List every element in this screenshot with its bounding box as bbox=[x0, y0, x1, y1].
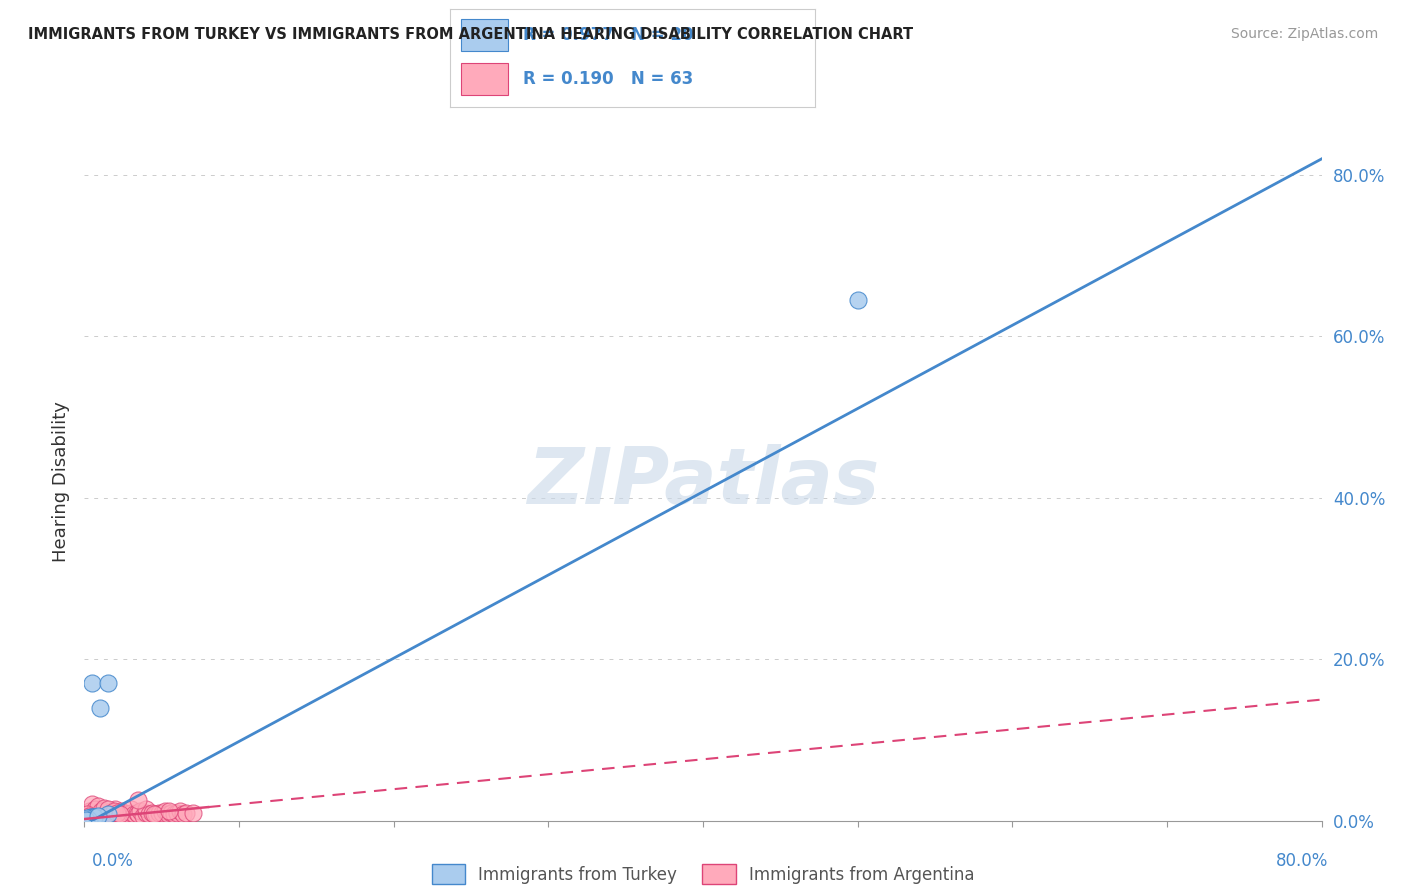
Point bbox=[87, 809, 110, 823]
Point bbox=[135, 805, 157, 820]
Point bbox=[76, 807, 98, 822]
Point bbox=[93, 804, 115, 818]
Point bbox=[120, 805, 142, 820]
Point bbox=[82, 807, 104, 822]
Point bbox=[86, 811, 108, 825]
Point bbox=[108, 807, 131, 822]
Point bbox=[93, 801, 115, 815]
Point bbox=[76, 811, 98, 825]
Point bbox=[86, 808, 108, 822]
Point bbox=[176, 805, 198, 820]
Point bbox=[73, 814, 96, 828]
Text: ZIPatlas: ZIPatlas bbox=[527, 443, 879, 520]
Point bbox=[141, 805, 163, 820]
Point bbox=[76, 811, 98, 825]
Point bbox=[96, 802, 118, 816]
Point bbox=[94, 809, 117, 823]
Point bbox=[846, 293, 869, 307]
Point bbox=[101, 804, 124, 818]
Point bbox=[138, 807, 160, 822]
Text: 80.0%: 80.0% bbox=[1277, 852, 1329, 870]
Point bbox=[150, 805, 173, 820]
Bar bbox=[461, 62, 509, 95]
Point bbox=[159, 804, 180, 818]
Point bbox=[77, 813, 100, 827]
Point bbox=[89, 700, 111, 714]
Point bbox=[166, 805, 188, 820]
Point bbox=[169, 804, 191, 818]
Point bbox=[96, 807, 118, 822]
Text: Source: ZipAtlas.com: Source: ZipAtlas.com bbox=[1230, 27, 1378, 41]
Point bbox=[117, 807, 139, 822]
Bar bbox=[461, 19, 509, 51]
Point bbox=[103, 804, 125, 818]
Point bbox=[135, 801, 157, 815]
Point bbox=[112, 805, 135, 820]
Point bbox=[114, 809, 136, 823]
Point bbox=[77, 804, 100, 818]
Point bbox=[77, 809, 100, 823]
Point bbox=[120, 801, 142, 815]
Point bbox=[127, 807, 149, 822]
Point bbox=[96, 805, 118, 820]
Point bbox=[79, 812, 101, 826]
Point bbox=[87, 799, 110, 814]
Point bbox=[73, 814, 96, 828]
Point bbox=[75, 813, 97, 827]
Point bbox=[122, 807, 145, 822]
Point bbox=[83, 810, 105, 824]
Point bbox=[89, 809, 111, 823]
Text: R = 0.190   N = 63: R = 0.190 N = 63 bbox=[523, 70, 693, 88]
Text: IMMIGRANTS FROM TURKEY VS IMMIGRANTS FROM ARGENTINA HEARING DISABILITY CORRELATI: IMMIGRANTS FROM TURKEY VS IMMIGRANTS FRO… bbox=[28, 27, 914, 42]
Point bbox=[104, 801, 127, 815]
Point bbox=[82, 676, 104, 690]
Point bbox=[104, 805, 127, 820]
Point bbox=[83, 805, 105, 820]
Point bbox=[77, 813, 100, 827]
Point bbox=[160, 805, 183, 820]
Point bbox=[79, 810, 101, 824]
Point bbox=[84, 809, 107, 823]
Point bbox=[84, 801, 107, 815]
Point bbox=[77, 811, 100, 825]
Point bbox=[127, 793, 149, 807]
Point bbox=[82, 811, 104, 825]
Point bbox=[153, 804, 176, 818]
Point bbox=[89, 801, 111, 815]
Point bbox=[98, 807, 121, 822]
Point bbox=[100, 805, 122, 820]
Point bbox=[82, 809, 104, 823]
Point bbox=[105, 805, 128, 820]
Point bbox=[148, 805, 170, 820]
Point bbox=[181, 805, 204, 820]
Point bbox=[84, 809, 107, 823]
Point bbox=[132, 809, 155, 823]
Y-axis label: Hearing Disability: Hearing Disability bbox=[52, 401, 70, 562]
Point bbox=[145, 807, 167, 822]
Text: R = 0.977   N = 20: R = 0.977 N = 20 bbox=[523, 26, 693, 44]
Point bbox=[76, 812, 98, 826]
Point bbox=[143, 807, 166, 822]
Point bbox=[75, 809, 97, 823]
Text: 0.0%: 0.0% bbox=[91, 852, 134, 870]
Point bbox=[110, 804, 132, 818]
Point bbox=[96, 676, 118, 690]
Point bbox=[79, 810, 101, 824]
Point bbox=[91, 807, 114, 822]
Point bbox=[125, 805, 148, 820]
Point bbox=[82, 797, 104, 812]
Point bbox=[107, 807, 129, 822]
Point bbox=[129, 804, 152, 818]
Legend: Immigrants from Turkey, Immigrants from Argentina: Immigrants from Turkey, Immigrants from … bbox=[425, 858, 981, 890]
Point bbox=[163, 807, 186, 822]
Point bbox=[89, 805, 111, 820]
Point bbox=[90, 804, 112, 818]
Point bbox=[156, 807, 179, 822]
Point bbox=[172, 807, 194, 822]
